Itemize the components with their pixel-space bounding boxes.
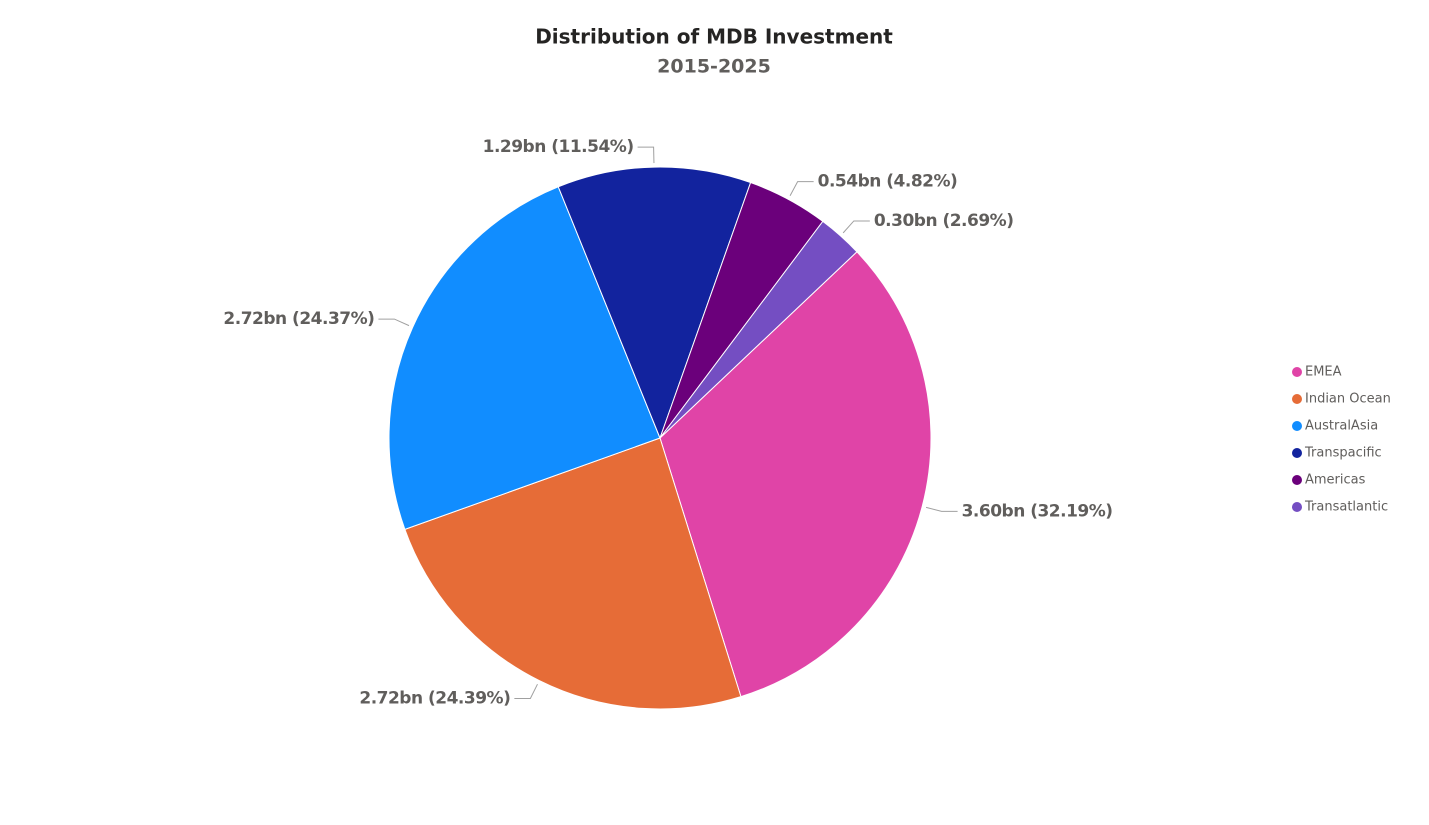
data-label: 2.72bn (24.37%) [223,309,374,329]
legend-marker [1292,448,1302,458]
pie-slice [659,251,932,698]
legend-marker [1292,421,1302,431]
legend-label: Americas [1305,473,1366,488]
leader-line [842,220,870,234]
pie-slice [404,437,742,710]
leader-line [925,506,958,512]
legend-marker [1292,394,1302,404]
legend-label: Transpacific [1304,446,1382,461]
legend-label: EMEA [1305,365,1342,380]
chart-title: Distribution of MDB Investment [535,25,893,49]
legend-label: Indian Ocean [1305,392,1391,407]
leader-line [378,318,410,327]
data-label: 2.72bn (24.39%) [359,689,510,709]
data-label: 1.29bn (11.54%) [483,137,634,157]
pie-slice [659,220,858,439]
leader-line [789,181,814,196]
pie-slice [388,186,661,531]
legend-label: AustralAsia [1305,419,1378,434]
pie-slice [557,166,752,440]
leader-line [514,683,538,700]
legend-label: Transatlantic [1304,500,1388,515]
legend-marker [1292,475,1302,485]
legend-marker [1292,367,1302,377]
leader-line [637,146,655,164]
data-label: 0.30bn (2.69%) [874,211,1014,231]
legend-marker [1292,502,1302,512]
chart-subtitle: 2015-2025 [657,56,771,78]
data-label: 0.54bn (4.82%) [818,172,958,192]
data-label: 3.60bn (32.19%) [962,501,1113,521]
